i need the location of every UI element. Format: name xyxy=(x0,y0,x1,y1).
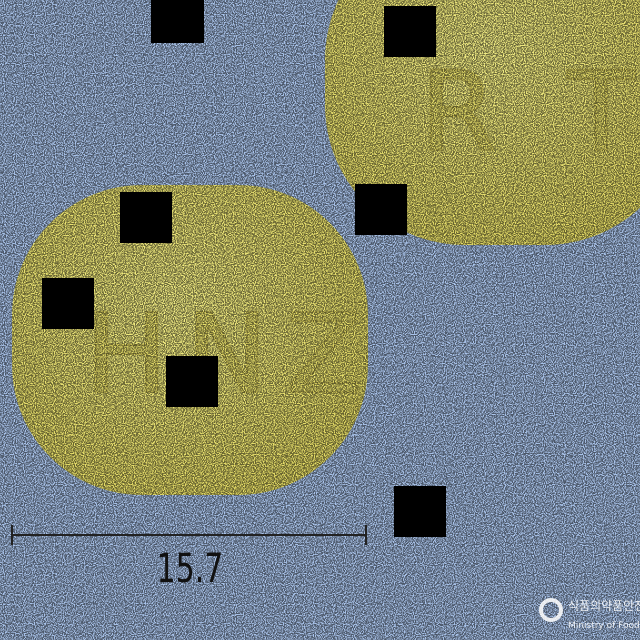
watermark-logo xyxy=(539,598,563,622)
measurement: 15.7 xyxy=(157,546,224,592)
watermark-english: Ministry of Food and D xyxy=(568,621,640,631)
watermark-korean: 식품의약품안전 xyxy=(568,598,640,613)
occlusions xyxy=(42,0,446,537)
scale-bar xyxy=(11,525,367,545)
